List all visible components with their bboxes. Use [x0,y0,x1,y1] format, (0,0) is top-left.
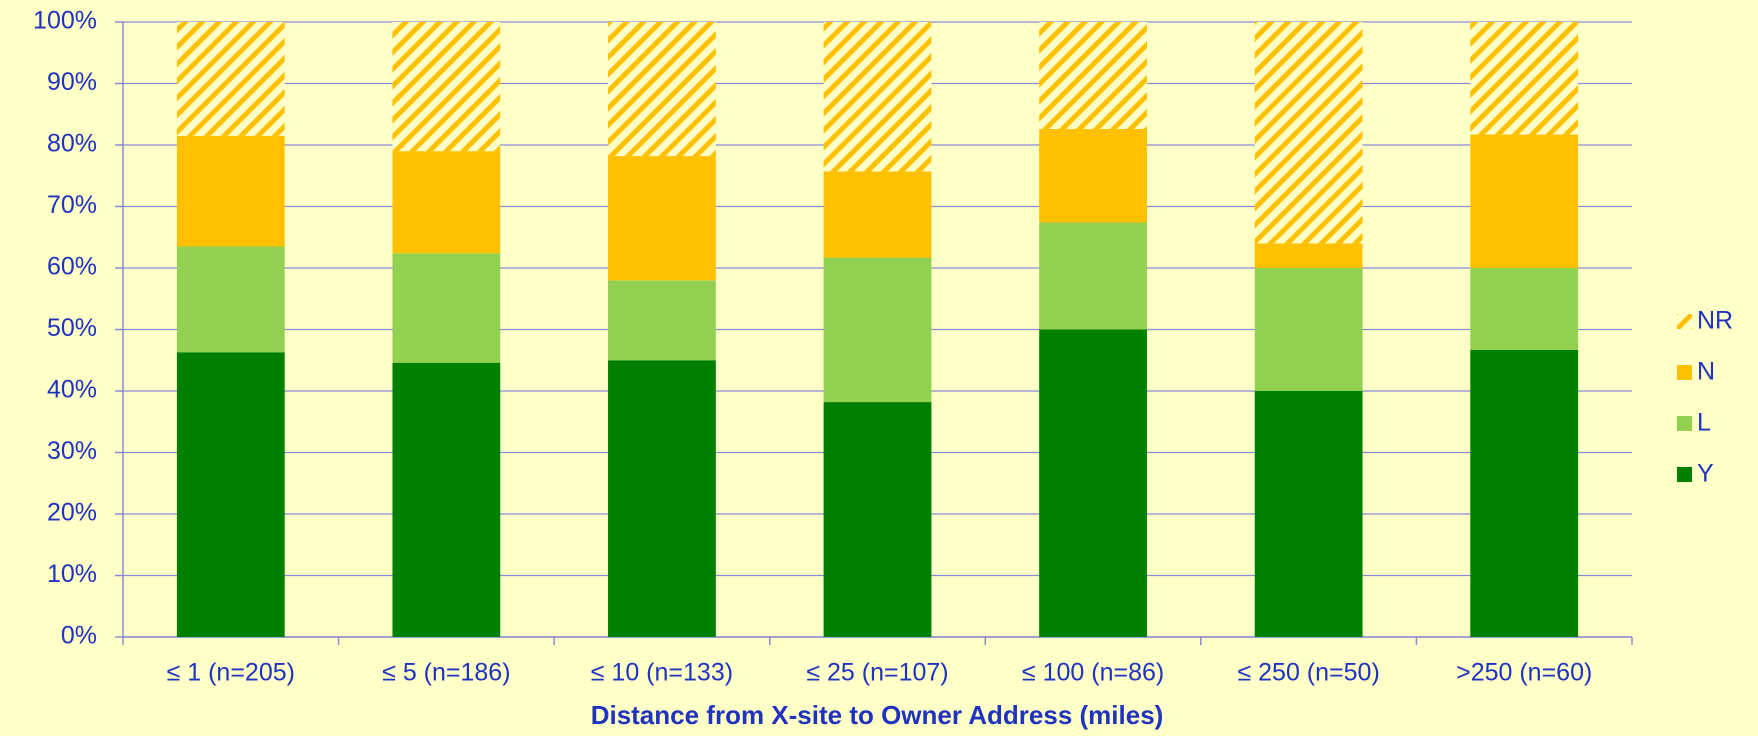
y-tick-label: 70% [47,191,97,219]
bar-segment [1470,22,1579,135]
legend-label: Y [1697,460,1714,488]
x-tick-label: ≤ 5 (n=186) [382,659,510,687]
x-axis-title: Distance from X-site to Owner Address (m… [591,700,1164,730]
bar-segment [1039,22,1147,130]
bar-segment [1254,22,1363,244]
bar-segment [608,156,716,281]
bar-segment [1254,243,1363,268]
y-tick-label: 90% [47,68,97,96]
y-tick-label: 40% [47,376,97,404]
bar-segment [176,22,285,136]
legend-swatch [1677,416,1692,431]
bar-segment [1039,329,1147,637]
bar-segment [392,151,501,254]
x-tick-label: ≤ 10 (n=133) [591,659,733,687]
bar-segment [176,352,285,637]
bar-segment [823,22,932,172]
bar-segment [1470,349,1579,637]
legend-label: N [1697,358,1715,386]
x-tick-label: ≤ 1 (n=205) [167,659,295,687]
bar-segment [1470,268,1579,350]
y-tick-label: 60% [47,253,97,281]
y-tick-label: 80% [47,130,97,158]
bar-segment [608,360,716,637]
bar-segment [176,135,285,247]
y-tick-label: 10% [47,560,97,588]
bar-segment [608,22,716,157]
y-tick-label: 20% [47,499,97,527]
legend-label: L [1697,409,1711,437]
bar-segment [1039,222,1147,330]
legend-label: NR [1697,307,1733,335]
y-tick-label: 50% [47,314,97,342]
bar-segment [823,171,932,258]
bar-segment [1470,134,1579,268]
legend-swatch [1677,365,1692,380]
bar-segment [176,246,285,353]
legend-swatch [1677,314,1692,329]
y-tick-label: 0% [61,622,97,650]
bar-segment [823,402,932,637]
legend-swatch [1677,467,1692,482]
y-tick-label: 30% [47,437,97,465]
x-tick-label: ≤ 100 (n=86) [1022,659,1164,687]
y-tick-label: 100% [33,7,97,35]
bar-segment [1039,129,1147,223]
bar-segment [392,22,501,152]
bar-segment [1254,391,1363,637]
x-tick-label: >250 (n=60) [1456,659,1592,687]
bar-segment [1254,268,1363,391]
x-tick-label: ≤ 250 (n=50) [1237,659,1379,687]
bar-segment [392,253,501,363]
x-tick-label: ≤ 25 (n=107) [806,659,948,687]
bar-segment [392,362,501,637]
bar-segment [608,280,716,361]
bar-segment [823,257,932,403]
